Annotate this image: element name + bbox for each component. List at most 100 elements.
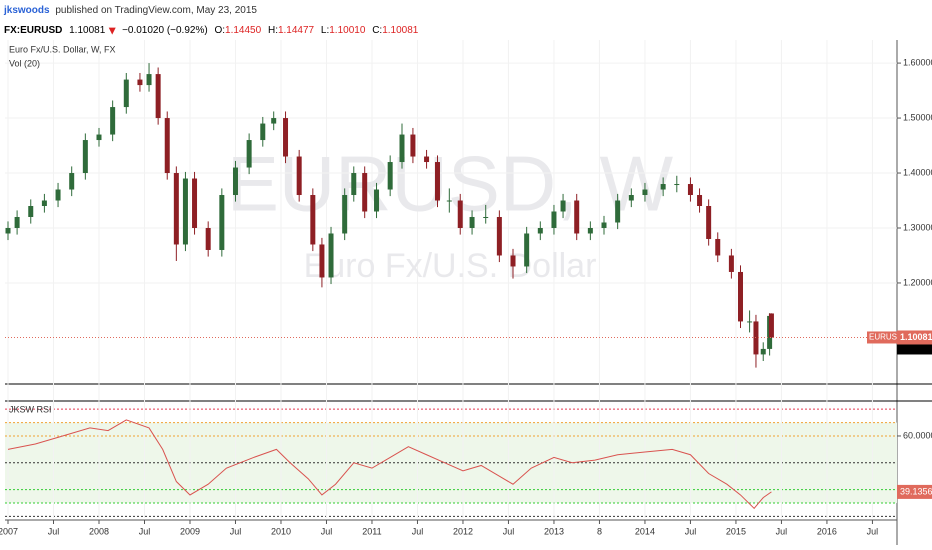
high: 1.14477 bbox=[278, 25, 315, 36]
candle-body bbox=[615, 200, 621, 223]
candle-body bbox=[687, 184, 693, 196]
candle-body bbox=[351, 173, 357, 196]
candle-body bbox=[342, 195, 348, 234]
candle-body bbox=[510, 255, 516, 267]
candle-body bbox=[296, 156, 302, 196]
x-tick-label: Jul bbox=[48, 526, 60, 536]
candle-body bbox=[192, 178, 198, 228]
x-tick-label: 8 bbox=[597, 526, 602, 536]
candle-body bbox=[469, 216, 475, 228]
candle-body bbox=[674, 184, 680, 186]
x-tick-label: 2011 bbox=[362, 526, 381, 536]
candle-body bbox=[768, 313, 774, 338]
candle-body bbox=[328, 233, 334, 278]
candle-body bbox=[123, 79, 129, 108]
candle-body bbox=[14, 216, 20, 228]
y-tick-label: 1.30000 bbox=[903, 222, 932, 232]
x-tick-label: Jul bbox=[867, 526, 879, 536]
candle-body bbox=[173, 173, 179, 245]
y-tick-label: 1.40000 bbox=[903, 167, 932, 177]
high-label: H: bbox=[268, 25, 278, 36]
candle-body bbox=[232, 167, 238, 196]
last-price-shadow bbox=[897, 344, 932, 355]
candle-body bbox=[69, 173, 75, 190]
quote-line: FX:EURUSD 1.10081 −0.01020 (−0.92%) O: 1.… bbox=[4, 25, 419, 36]
candle-body bbox=[537, 227, 543, 234]
candle-body bbox=[642, 189, 648, 196]
candle-body bbox=[747, 321, 753, 323]
x-tick-label: 2008 bbox=[89, 526, 109, 536]
candle-body bbox=[399, 134, 405, 163]
last-price-box bbox=[897, 330, 932, 345]
candle-body bbox=[82, 140, 88, 174]
candle-body bbox=[155, 74, 161, 119]
candle-body bbox=[96, 134, 102, 141]
candle-body bbox=[219, 195, 225, 250]
candle-body bbox=[41, 200, 47, 207]
candle-body bbox=[496, 216, 502, 256]
change: −0.01020 (−0.92%) bbox=[122, 25, 208, 36]
author[interactable]: jkswoods bbox=[3, 5, 50, 16]
candle-body bbox=[560, 200, 566, 212]
candle-body bbox=[524, 233, 530, 267]
candle-body bbox=[446, 200, 452, 202]
candle-body bbox=[601, 222, 607, 228]
low-label: L: bbox=[321, 25, 329, 36]
x-tick-label: Jul bbox=[412, 526, 424, 536]
candle-body bbox=[760, 348, 766, 355]
candle-body bbox=[587, 227, 593, 234]
y-tick-label: 1.50000 bbox=[903, 112, 932, 122]
candle-body bbox=[457, 200, 463, 228]
candle-body bbox=[205, 227, 211, 250]
candle-body bbox=[628, 195, 634, 201]
candle-body bbox=[110, 107, 116, 135]
candle-body bbox=[483, 216, 489, 218]
candle-body bbox=[737, 271, 743, 322]
candle-body bbox=[551, 211, 557, 228]
rsi-line bbox=[7, 419, 772, 510]
x-tick-label: 2014 bbox=[635, 526, 655, 536]
candle-body bbox=[246, 140, 252, 168]
pane-title: JKSW RSI bbox=[9, 404, 52, 414]
symbol: FX:EURUSD bbox=[4, 25, 62, 36]
x-tick-label: 2013 bbox=[544, 526, 564, 536]
candle-body bbox=[28, 206, 34, 217]
candle-body bbox=[706, 206, 712, 239]
candle-body bbox=[5, 227, 11, 234]
close: 1.10081 bbox=[382, 25, 419, 36]
x-tick-label: Jul bbox=[139, 526, 151, 536]
candle-body bbox=[697, 195, 703, 207]
down-arrow bbox=[108, 27, 116, 35]
candle-body bbox=[310, 195, 316, 245]
price-tag-box bbox=[867, 331, 897, 344]
x-tick-label: 2012 bbox=[453, 526, 473, 536]
x-tick-label: 2007 bbox=[0, 526, 18, 536]
y-tick-label: 1.20000 bbox=[903, 277, 932, 287]
candle-body bbox=[574, 200, 580, 234]
candle-body bbox=[410, 134, 416, 157]
header-line: jkswoods published on TradingView.com, M… bbox=[3, 5, 257, 16]
candle-body bbox=[374, 189, 380, 212]
x-tick-label: Jul bbox=[321, 526, 333, 536]
candle-body bbox=[434, 162, 440, 201]
candle-body bbox=[728, 255, 734, 272]
candle-body bbox=[387, 162, 393, 190]
candle-body bbox=[319, 244, 325, 278]
candle-body bbox=[424, 156, 430, 163]
candle-body bbox=[271, 118, 277, 124]
last-value-box bbox=[897, 484, 932, 499]
candle-body bbox=[55, 189, 61, 201]
x-tick-label: 2010 bbox=[271, 526, 291, 536]
x-tick-label: Jul bbox=[685, 526, 697, 536]
open-label: O: bbox=[214, 25, 225, 36]
y-tick-label: 60.0000 bbox=[903, 430, 932, 440]
watermark-sub: Euro Fx/U.S. Dollar bbox=[304, 247, 597, 285]
candle-body bbox=[260, 123, 266, 141]
y-tick-label: 1.60000 bbox=[903, 57, 932, 67]
published: published on TradingView.com, May 23, 20… bbox=[55, 5, 257, 16]
price-tag: EURUSD bbox=[869, 333, 903, 342]
candle-body bbox=[362, 173, 368, 212]
x-tick-label: Jul bbox=[503, 526, 515, 536]
last: 1.10081 bbox=[69, 25, 106, 36]
watermark: EURUSD, W bbox=[227, 140, 674, 228]
